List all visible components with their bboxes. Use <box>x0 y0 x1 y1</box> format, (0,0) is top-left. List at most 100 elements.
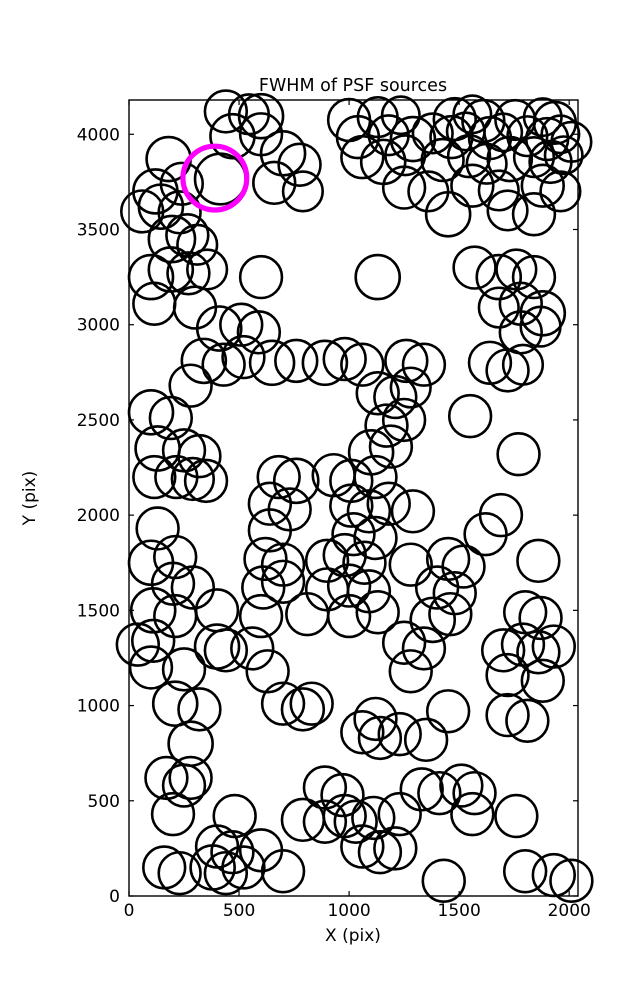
psf-source-circle <box>326 563 372 608</box>
y-tick-label: 2500 <box>77 411 120 431</box>
psf-source-circle <box>428 591 473 637</box>
x-axis-label: X (pix) <box>325 926 381 946</box>
psf-source-circle <box>485 692 530 738</box>
psf-source-circle <box>238 593 284 639</box>
axes-frame <box>128 99 579 897</box>
psf-source-circle <box>539 170 582 213</box>
y-tick-label: 3000 <box>77 316 120 336</box>
data-points-layer <box>115 89 594 903</box>
x-tick-label: 1500 <box>438 901 481 921</box>
psf-source-circle <box>368 424 414 469</box>
psf-source-circle <box>302 799 348 844</box>
psf-source-circle <box>531 624 577 669</box>
psf-source-circle <box>384 134 427 177</box>
psf-source-circle <box>150 791 196 837</box>
psf-source-circle <box>351 795 396 841</box>
y-tick-label: 500 <box>88 792 120 812</box>
psf-source-circle <box>326 593 372 639</box>
psf-source-circle <box>203 850 249 896</box>
psf-source-circle <box>241 565 286 610</box>
psf-source-circle <box>170 456 216 502</box>
psf-source-circle <box>549 858 594 903</box>
psf-source-circle <box>475 253 523 301</box>
psf-source-circle <box>389 115 437 163</box>
psf-source-circle <box>388 542 433 587</box>
psf-source-circle <box>238 254 284 300</box>
psf-source-circle <box>447 393 493 439</box>
psf-source-circle <box>505 698 550 744</box>
psf-source-circle <box>180 337 228 385</box>
psf-source-circle <box>450 791 495 837</box>
psf-source-circle <box>161 647 207 692</box>
psf-source-circle <box>340 824 385 869</box>
psf-source-circle <box>381 397 427 443</box>
x-tick-label: 0 <box>124 901 135 921</box>
y-axis-label: Y (pix) <box>20 471 40 527</box>
psf-source-circle <box>520 163 565 208</box>
psf-source-circle <box>420 137 465 183</box>
psf-source-circle <box>195 305 243 352</box>
psf-source-circle <box>170 565 216 610</box>
y-tick-label: 1000 <box>77 697 120 717</box>
psf-source-circle <box>512 136 556 179</box>
psf-source-circle <box>494 793 539 839</box>
psf-source-circle <box>340 134 385 180</box>
y-tick-label: 3500 <box>77 220 120 240</box>
psf-source-circle <box>247 481 293 526</box>
psf-source-circle <box>340 342 385 387</box>
psf-source-circle <box>342 540 387 585</box>
page-title: FWHM of PSF sources <box>259 76 447 96</box>
psf-source-circle <box>463 511 508 557</box>
psf-source-circle <box>480 628 526 673</box>
psf-source-circle <box>439 763 484 808</box>
psf-source-circle <box>485 348 530 393</box>
psf-source-circle <box>364 403 409 448</box>
highlighted-psf-source-circle <box>180 143 250 213</box>
x-tick-label: 2000 <box>548 901 591 921</box>
psf-source-circle <box>519 305 562 348</box>
psf-source-circle <box>477 286 520 329</box>
psf-source-circle <box>280 687 326 732</box>
psf-source-circle <box>411 112 454 155</box>
psf-source-circle <box>203 89 249 134</box>
psf-source-circle <box>353 454 398 500</box>
psf-source-circle <box>277 142 322 187</box>
psf-source-circle <box>390 489 436 534</box>
psf-source-circle <box>417 770 462 816</box>
psf-source-circle <box>221 334 266 380</box>
psf-source-circle <box>354 253 402 301</box>
psf-source-circle <box>389 366 432 409</box>
psf-source-circle <box>260 559 306 605</box>
psf-source-circle <box>366 481 411 526</box>
psf-source-circle <box>401 626 447 671</box>
psf-source-circle <box>401 342 447 387</box>
psf-source-circle <box>151 680 199 727</box>
psf-source-circle <box>248 339 296 387</box>
psf-source-circle <box>485 652 530 698</box>
psf-source-circle <box>329 483 374 528</box>
psf-source-circle <box>236 310 282 355</box>
psf-source-circle <box>353 696 398 742</box>
psf-source-circle <box>477 169 520 212</box>
psf-source-circle <box>168 363 213 408</box>
psf-source-circle <box>301 339 349 387</box>
psf-source-circle <box>520 658 565 704</box>
psf-source-circle <box>355 590 400 635</box>
x-tick-label: 500 <box>223 901 255 921</box>
psf-source-circle <box>166 251 211 296</box>
psf-source-circle <box>381 165 427 210</box>
psf-source-circle <box>243 536 288 582</box>
psf-source-circle <box>543 135 584 176</box>
psf-source-circle <box>210 829 255 875</box>
psf-source-circle <box>424 190 472 238</box>
psf-source-circle <box>245 649 290 694</box>
y-tick-label: 0 <box>109 887 120 907</box>
psf-source-circle <box>486 135 534 183</box>
psf-source-circle <box>355 371 400 416</box>
psf-source-circle <box>357 829 403 875</box>
psf-source-circle <box>414 565 460 610</box>
psf-source-circle <box>176 223 219 266</box>
psf-source-circle <box>377 791 422 837</box>
